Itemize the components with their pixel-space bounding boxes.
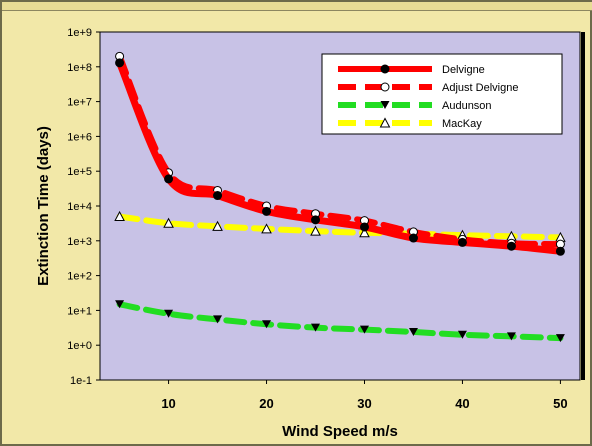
y-tick-label: 1e+0 (67, 340, 92, 352)
legend-marker (380, 64, 390, 74)
data-point-marker (457, 330, 467, 339)
legend-label: Adjust Delvigne (442, 82, 518, 94)
data-point-marker (359, 325, 369, 334)
y-tick-label: 1e+5 (67, 166, 92, 178)
data-point-marker (506, 332, 516, 341)
data-point-marker (164, 174, 174, 184)
y-tick-label: 1e+9 (67, 27, 92, 39)
legend-label: MacKay (442, 118, 482, 130)
data-point-marker (115, 300, 125, 309)
data-point-marker (555, 334, 565, 343)
data-point-marker (408, 327, 418, 336)
data-point-marker (164, 309, 174, 318)
x-axis-title: Wind Speed m/s (282, 423, 398, 440)
data-point-marker (359, 222, 369, 232)
y-tick-label: 1e+6 (67, 131, 92, 143)
data-point-marker (555, 246, 565, 256)
data-point-marker (262, 206, 272, 216)
legend-entry: Audunson (338, 100, 492, 112)
legend-marker (380, 82, 390, 92)
x-tick-label: 20 (259, 396, 273, 411)
data-point-marker (311, 215, 321, 225)
y-tick-label: 1e+7 (67, 97, 92, 109)
data-point-marker (261, 223, 272, 234)
y-tick-label: 1e+2 (67, 271, 92, 283)
legend-marker (380, 101, 390, 109)
legend-marker (379, 117, 391, 128)
data-point-marker (213, 315, 223, 324)
legend-entry: Delvigne (338, 64, 485, 76)
x-tick-label: 10 (161, 396, 175, 411)
data-point-marker (359, 227, 370, 238)
data-point-marker (115, 58, 125, 68)
data-point-marker (163, 217, 174, 228)
x-tick-label: 50 (553, 396, 567, 411)
data-point-marker (506, 241, 516, 251)
legend-label: Audunson (442, 100, 492, 112)
x-tick-label: 40 (455, 396, 469, 411)
legend-entry: Adjust Delvigne (338, 82, 518, 94)
data-point-marker (262, 320, 272, 329)
x-tick-label: 30 (357, 396, 371, 411)
series-line (116, 213, 564, 241)
y-tick-label: 1e+1 (67, 305, 92, 317)
y-tick-label: 1e+3 (67, 236, 92, 248)
legend-label: Delvigne (442, 64, 485, 76)
series-delvigne (115, 58, 565, 256)
data-point-marker (311, 323, 321, 332)
y-tick-label: 1e+8 (67, 62, 92, 74)
series-audunson (115, 300, 565, 343)
series-line (116, 59, 564, 255)
data-point-marker (114, 210, 125, 221)
data-point-marker (213, 191, 223, 201)
data-point-marker (212, 220, 223, 231)
data-point-marker (457, 237, 467, 247)
y-tick-label: 1e+4 (67, 201, 92, 213)
y-tick-label: 1e-1 (70, 375, 92, 387)
series-line (116, 301, 564, 342)
data-point-marker (310, 225, 321, 236)
y-axis-title: Extinction Time (days) (35, 126, 52, 286)
legend-entry: MacKay (338, 117, 482, 130)
data-point-marker (408, 233, 418, 243)
slide-top-strip (2, 2, 592, 11)
